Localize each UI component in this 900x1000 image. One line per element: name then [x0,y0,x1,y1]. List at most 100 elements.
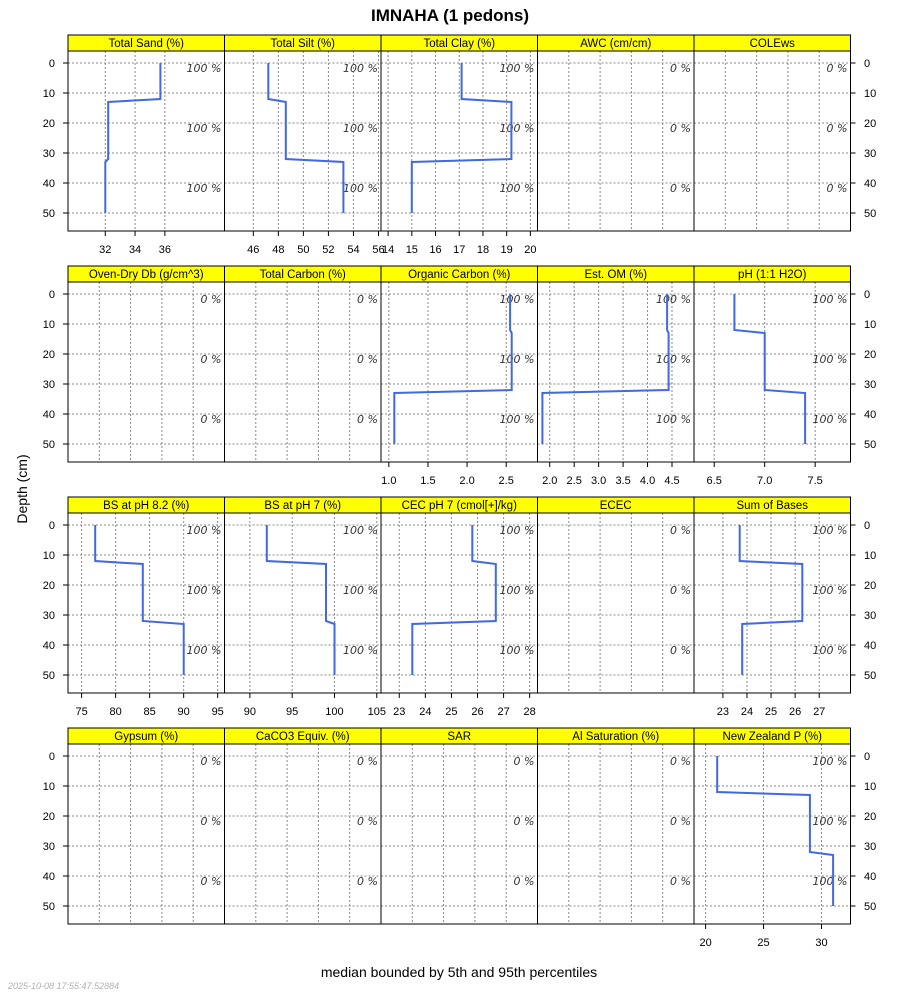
y-tick-label-right: 20 [864,118,876,130]
coverage-label: 100 % [813,584,848,597]
x-tick-label: 85 [144,706,156,718]
x-tick-label: 34 [129,244,141,256]
y-tick-label-right: 20 [864,349,876,361]
panel-frame [693,743,851,925]
coverage-label: 100 % [343,122,378,135]
panel: Est. OM (%) 100 % 100 % 100 % 2.0 2.5 3.0 3.5 4.… [537,265,695,487]
y-tick-label-left: 10 [43,88,55,100]
coverage-label: 0 % [514,815,535,828]
timestamp-stamp: 2025-10-08 17:55:47.52884 [7,981,119,991]
y-tick-label-right: 50 [864,208,876,220]
panel: BS at pH 8.2 (%) 100 % 100 % 100 % 75 80 85 90 9… [67,496,225,718]
x-tick-label: 3.0 [591,475,606,487]
panel-frame [67,512,225,694]
y-tick-label-left: 40 [43,178,55,190]
y-tick-label-right: 0 [864,58,870,70]
y-tick-label-right: 50 [864,439,876,451]
x-tick-label: 27 [497,706,509,718]
coverage-label: 0 % [670,182,691,195]
coverage-label: 0 % [357,293,378,306]
panel: Gypsum (%) 0 % 0 % 0 % [67,727,225,925]
panel-frame [693,512,851,694]
y-tick-label-left: 30 [43,148,55,160]
x-tick-label: 2.5 [499,475,514,487]
panel-strip-label: BS at pH 8.2 (%) [103,500,189,512]
coverage-label: 100 % [500,62,535,75]
y-tick-label-right: 0 [864,520,870,532]
median-line [104,63,162,213]
coverage-label: 100 % [187,182,222,195]
coverage-label: 100 % [813,524,848,537]
panel: Oven-Dry Db (g/cm^3) 0 % 0 % 0 % [67,265,225,463]
panel-strip-label: Sum of Bases [736,500,808,512]
panel: Total Clay (%) 100 % 100 % 100 % 14 15 16 17 18 1… [380,34,538,256]
panel-frame [67,281,225,463]
coverage-label: 100 % [500,122,535,135]
y-tick-label-left: 10 [43,781,55,793]
coverage-label: 0 % [670,62,691,75]
panel-frame [380,281,538,463]
x-tick-label: 90 [178,706,190,718]
x-tick-label: 24 [419,706,431,718]
coverage-label: 0 % [670,755,691,768]
chart-title: IMNAHA (1 pedons) [371,6,529,25]
coverage-label: 100 % [813,644,848,657]
x-tick-label: 52 [322,244,334,256]
x-tick-label: 28 [524,706,536,718]
y-tick-label-left: 0 [49,289,55,301]
x-tick-label: 19 [501,244,513,256]
coverage-label: 100 % [343,524,378,537]
panel-frame [693,50,851,232]
panel-strip-label: Total Carbon (%) [260,269,346,281]
y-tick-label-left: 30 [43,841,55,853]
x-tick-label: 25 [445,706,457,718]
panel-strip-label: Al Saturation (%) [572,731,659,743]
x-tick-label: 1.0 [381,475,396,487]
panel-frame [67,743,225,925]
median-line [733,294,807,444]
panel-frame [693,281,851,463]
panel-frame [224,50,382,232]
coverage-label: 0 % [670,875,691,888]
median-line [265,525,336,675]
y-tick-label-left: 40 [43,640,55,652]
panel-strip-label: Total Clay (%) [423,38,495,50]
y-tick-label-left: 50 [43,439,55,451]
footer-caption: median bounded by 5th and 95th percentil… [321,964,597,980]
x-tick-label: 24 [741,706,753,718]
y-tick-label-left: 0 [49,520,55,532]
y-tick-label-left: 40 [43,871,55,883]
coverage-label: 100 % [813,875,848,888]
panel: CaCO3 Equiv. (%) 0 % 0 % 0 % [224,727,382,925]
y-tick-label-left: 50 [43,208,55,220]
median-line [541,294,670,444]
x-tick-label: 54 [347,244,359,256]
x-tick-label: 7.0 [757,475,772,487]
x-tick-label: 20 [524,244,536,256]
x-tick-label: 2.0 [459,475,474,487]
coverage-label: 0 % [670,815,691,828]
x-tick-label: 90 [244,706,256,718]
panel-strip-label: Total Sand (%) [109,38,185,50]
x-tick-label: 20 [699,937,711,949]
coverage-label: 100 % [813,815,848,828]
coverage-label: 100 % [343,584,378,597]
y-tick-label-right: 40 [864,871,876,883]
coverage-label: 100 % [343,62,378,75]
coverage-label: 100 % [656,413,691,426]
panel: ECEC 0 % 0 % 0 % [537,496,695,694]
y-tick-label-right: 10 [864,550,876,562]
panel: AWC (cm/cm) 0 % 0 % 0 % [537,34,695,232]
x-tick-label: 26 [471,706,483,718]
panel: Total Carbon (%) 0 % 0 % 0 % [224,265,382,463]
y-tick-label-left: 0 [49,58,55,70]
y-tick-label-right: 50 [864,670,876,682]
coverage-label: 0 % [201,875,222,888]
panel: pH (1:1 H2O) 100 % 100 % 100 % 6.5 7.0 7.5 [693,265,851,487]
coverage-label: 0 % [514,755,535,768]
y-axis-label: Depth (cm) [14,454,30,523]
x-tick-label: 95 [212,706,224,718]
coverage-label: 0 % [827,122,848,135]
x-tick-label: 4.5 [664,475,679,487]
panel: Al Saturation (%) 0 % 0 % 0 % [537,727,695,925]
